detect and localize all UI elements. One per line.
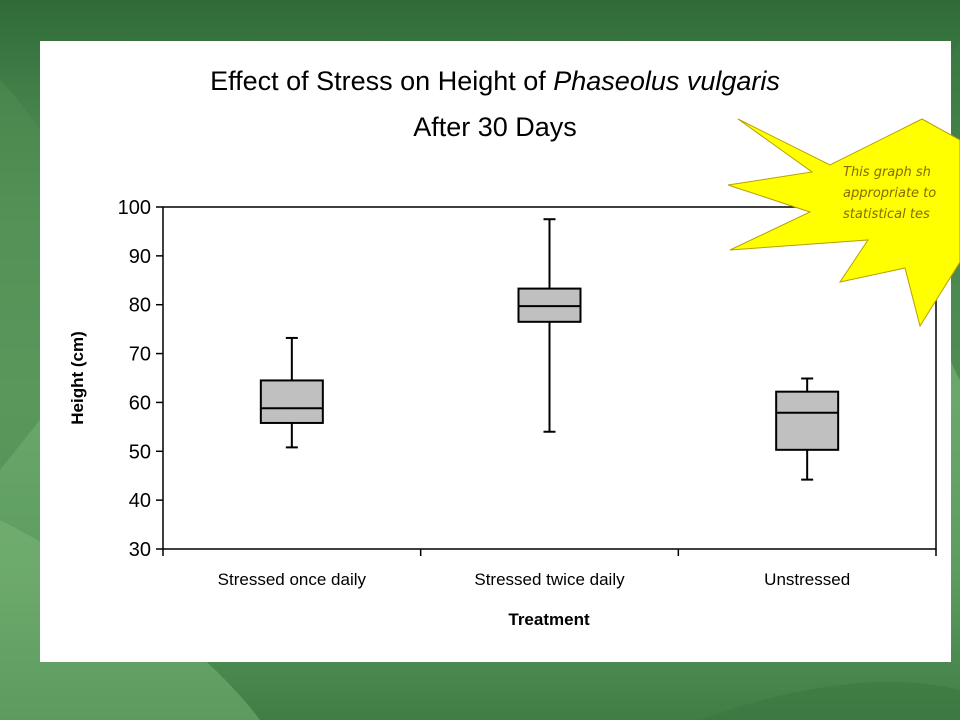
- box-2: [517, 218, 582, 433]
- y-axis-title: Height (cm): [68, 331, 87, 425]
- x-category-label: Stressed twice daily: [474, 570, 625, 589]
- plot-frame: [162, 206, 937, 550]
- chart-panel: [40, 41, 951, 662]
- callout-starburst: This graph sh appropriate to statistical…: [727, 118, 960, 328]
- y-tick-label: 90: [129, 246, 151, 268]
- y-tick-label: 30: [129, 539, 151, 561]
- callout-text-line1: This graph sh: [843, 165, 931, 180]
- y-tick-label: 50: [129, 441, 151, 463]
- callout-shape: [727, 118, 960, 328]
- box-3: [775, 377, 840, 481]
- y-tick-label: 80: [129, 295, 151, 317]
- y-tick-label: 70: [129, 344, 151, 366]
- iqr-box: [775, 390, 840, 451]
- x-axis-title: Treatment: [508, 610, 590, 629]
- iqr-box: [259, 379, 324, 424]
- callout-text-line3: statistical tes: [843, 207, 930, 222]
- y-tick-label: 100: [118, 197, 151, 219]
- callout-text-line2: appropriate to: [843, 186, 936, 201]
- y-tick-label: 40: [129, 490, 151, 512]
- y-tick-label: 60: [129, 392, 151, 414]
- chart-title-line1: Effect of Stress on Height of Phaseolus …: [210, 66, 780, 96]
- box-1: [259, 336, 324, 449]
- plot-area: 30 40 50 60 70 80 90 100 Stressed once daily Stre…: [118, 197, 937, 589]
- chart-title-line2: After 30 Days: [413, 112, 577, 142]
- x-category-label: Stressed once daily: [218, 570, 367, 589]
- x-category-label: Unstressed: [764, 570, 850, 589]
